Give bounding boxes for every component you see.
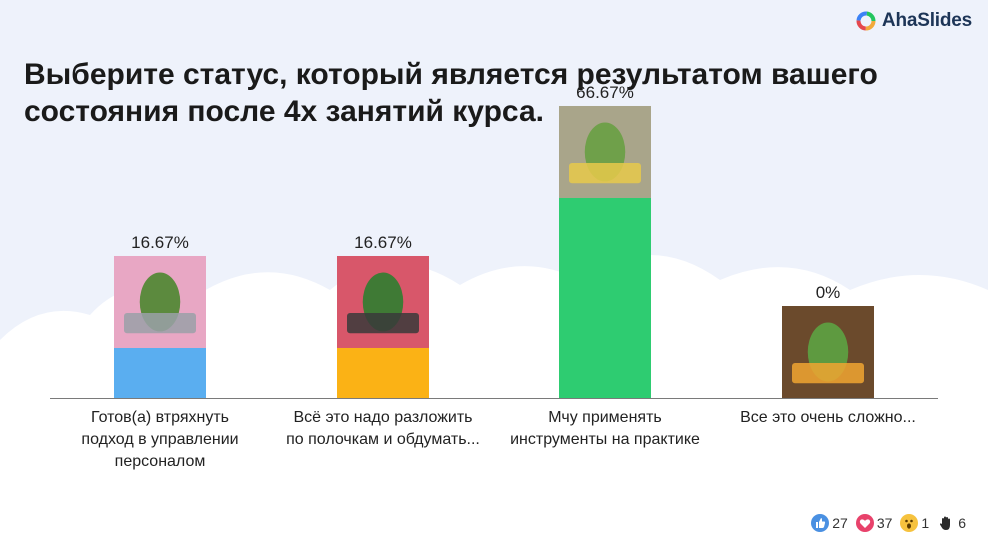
category-label-2-line-1: инструменты на практике <box>510 431 700 448</box>
value-label-0: 16.67% <box>131 233 189 252</box>
value-label-1: 16.67% <box>354 233 412 252</box>
heart-count: 37 <box>876 515 893 531</box>
question-title: Выберите статус, который является резуль… <box>24 58 878 128</box>
category-label-0-line-0: Готов(а) втряхнуть <box>91 409 229 426</box>
hand-count: 6 <box>958 515 966 531</box>
raised-hand-icon <box>937 514 955 532</box>
reaction-hand[interactable]: 6 <box>937 514 966 532</box>
value-label-3: 0% <box>816 283 841 302</box>
category-label-1-line-1: по полочкам и обдумать... <box>286 431 480 448</box>
category-label-3-line-0: Все это очень сложно... <box>740 409 916 426</box>
bar-1 <box>337 347 429 398</box>
wow-count: 1 <box>921 515 930 531</box>
reactions-bar: 27 37 1 6 <box>811 514 966 532</box>
reaction-wow[interactable]: 1 <box>900 514 929 532</box>
brand-name: AhaSlides <box>881 10 972 31</box>
bar-image-1 <box>337 255 429 348</box>
wow-icon <box>900 514 919 532</box>
category-label-2-line-0: Мчу применять <box>548 409 662 426</box>
bar-image-0 <box>114 255 206 348</box>
value-label-2: 66.67% <box>576 83 634 102</box>
ahaslides-logo: AhaSlides <box>856 10 972 32</box>
like-count: 27 <box>832 515 848 531</box>
category-label-0-line-2: персоналом <box>115 453 206 470</box>
bar-2 <box>559 197 651 398</box>
heart-icon <box>855 514 874 532</box>
category-label-1-line-0: Всё это надо разложить <box>293 409 472 426</box>
bar-0 <box>114 347 206 398</box>
like-icon <box>811 514 830 532</box>
bar-image-3 <box>782 306 874 398</box>
reaction-like[interactable]: 27 <box>811 514 848 532</box>
ahaslides-logo-icon <box>856 11 876 31</box>
bar-image-2 <box>559 105 651 198</box>
reaction-heart[interactable]: 37 <box>855 514 893 532</box>
category-label-0-line-1: подход в управлении <box>81 431 238 448</box>
